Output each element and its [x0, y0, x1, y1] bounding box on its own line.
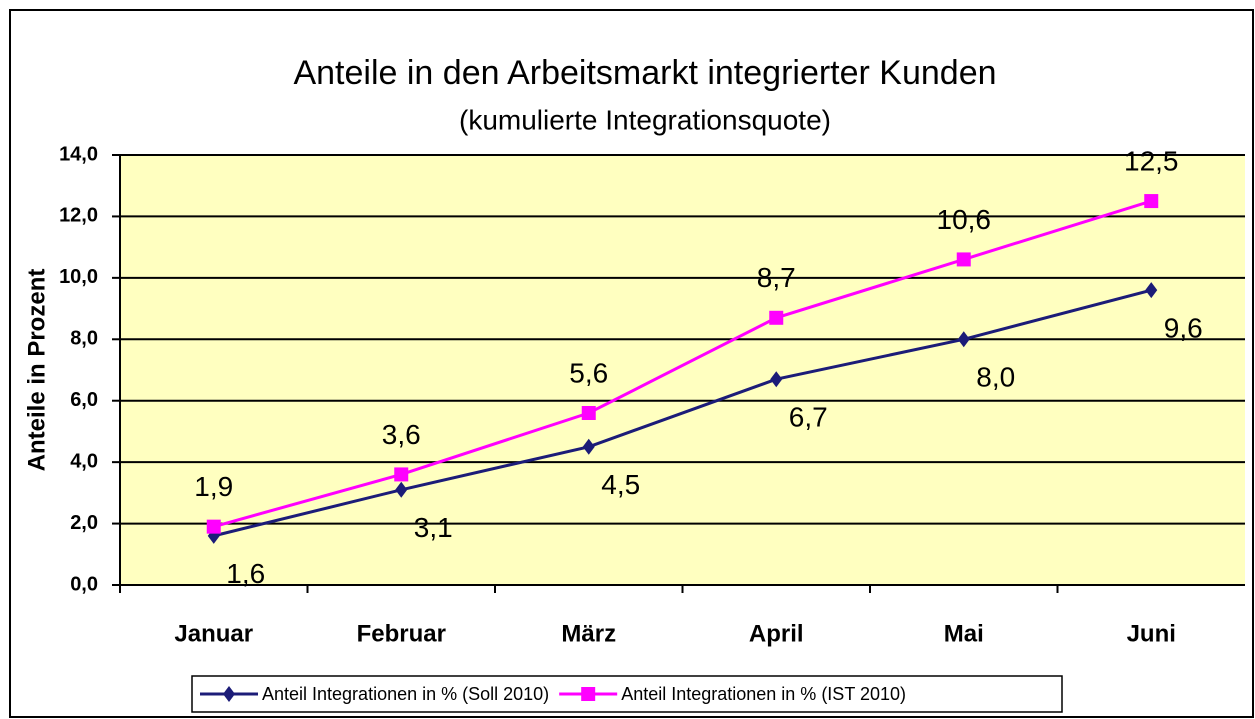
y-tick-label: 4,0 — [70, 450, 98, 472]
x-tick-label: März — [561, 620, 616, 647]
legend-marker — [581, 687, 596, 701]
y-tick-label: 14,0 — [59, 143, 98, 165]
y-tick-label: 8,0 — [70, 328, 98, 350]
marker — [770, 371, 783, 388]
plot-area — [120, 155, 1245, 585]
data-label: 4,5 — [601, 469, 640, 500]
data-label: 1,9 — [194, 471, 233, 502]
marker — [394, 467, 409, 482]
legend: Anteil Integrationen in % (Soll 2010) Ant… — [191, 675, 1063, 713]
data-label: 1,6 — [226, 558, 265, 589]
marker — [1144, 194, 1159, 209]
data-label: 10,6 — [937, 204, 992, 235]
data-label: 9,6 — [1164, 313, 1203, 344]
marker — [582, 438, 595, 455]
x-tick-label: Januar — [174, 620, 253, 647]
series-line — [213, 199, 1152, 529]
y-tick-label: 10,0 — [59, 266, 98, 288]
marker — [769, 310, 784, 325]
data-label: 3,6 — [382, 419, 421, 450]
x-tick-label: Juni — [1127, 620, 1176, 647]
x-tick-label: Februar — [357, 620, 446, 647]
y-tick-label: 2,0 — [70, 512, 98, 534]
marker — [581, 406, 596, 420]
x-tick-label: Mai — [944, 620, 984, 647]
legend-box — [191, 675, 1063, 713]
x-tick-label: April — [749, 620, 804, 647]
data-label: 8,7 — [757, 262, 796, 293]
y-tick-label: 12,0 — [59, 205, 98, 227]
marker — [956, 252, 971, 267]
marker — [206, 519, 221, 534]
chart-subtitle: (kumulierte Integrationsquote) — [459, 104, 831, 135]
chart-title: Anteile in den Arbeitsmarkt integrierter… — [293, 54, 996, 92]
legend-label: Anteil Integrationen in % (Soll 2010) — [262, 684, 549, 704]
marker — [1145, 282, 1158, 299]
data-label: 6,7 — [789, 402, 828, 433]
y-axis-label: Anteile in Prozent — [23, 269, 50, 472]
data-label: 12,5 — [1124, 145, 1179, 176]
y-tick-label: 6,0 — [70, 389, 98, 411]
marker — [957, 331, 970, 348]
data-label: 3,1 — [414, 512, 453, 543]
legend-label: Anteil Integrationen in % (IST 2010) — [621, 684, 906, 704]
legend-marker — [223, 686, 235, 702]
data-label: 8,0 — [976, 362, 1015, 393]
marker — [395, 481, 408, 498]
data-label: 5,6 — [569, 357, 608, 388]
series-line — [213, 288, 1152, 538]
y-tick-label: 0,0 — [70, 573, 98, 595]
